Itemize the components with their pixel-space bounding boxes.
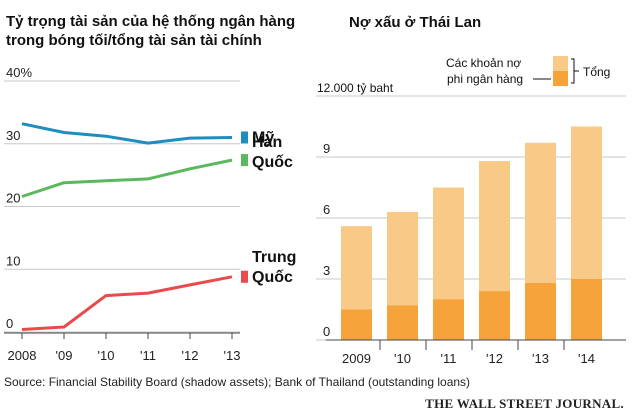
- right-chart-title: Nợ xấu ở Thái Lan: [349, 14, 482, 31]
- left-x-tick-label: '09: [56, 348, 73, 363]
- left-y-tick-label: 30: [6, 128, 20, 143]
- left-x-tick-label: '13: [224, 348, 241, 363]
- series-line: [21, 122, 233, 145]
- right-unit-label: 12.000 tỷ baht: [317, 81, 394, 95]
- series-label: Hàn: [252, 134, 282, 151]
- bar-nonbank-loans: [525, 283, 556, 340]
- left-x-tick-label: 2008: [8, 348, 37, 363]
- chart-canvas: 010203040%2008'09'10'11'12'13MỹHànQuốcTr…: [4, 56, 626, 366]
- right-x-tick-label: 2009: [342, 351, 371, 366]
- series-marker: [241, 154, 248, 167]
- series-label: Quốc: [252, 269, 293, 286]
- source-note: Source: Financial Stability Board (shado…: [4, 375, 471, 389]
- left-y-tick-label: 0: [6, 316, 13, 331]
- left-y-tick-label: 20: [6, 191, 20, 206]
- legend-swatch-total: [553, 56, 568, 71]
- right-x-tick-label: '12: [486, 351, 503, 366]
- bar-nonbank-loans: [387, 305, 418, 340]
- series-marker: [241, 270, 248, 283]
- series-line: [21, 275, 233, 331]
- right-y-tick-label: 6: [323, 202, 330, 217]
- left-y-tick-label: 40%: [6, 65, 32, 80]
- right-y-tick-label: 9: [323, 141, 330, 156]
- bar-nonbank-loans: [433, 299, 464, 340]
- right-x-tick-label: '10: [394, 351, 411, 366]
- series-marker: [241, 131, 248, 144]
- bar-nonbank-loans: [571, 279, 602, 340]
- left-x-tick-label: '12: [182, 348, 199, 363]
- bar-nonbank-loans: [341, 309, 372, 340]
- legend-label-nonbank: phi ngân hàng: [447, 72, 523, 86]
- right-x-tick-label: '11: [441, 351, 457, 366]
- series-line: [21, 158, 233, 198]
- legend-label-total: Tổng: [583, 65, 610, 79]
- stacked-bar-chart-thailand-npl: 0 3 6 9 12.000 tỷ baht 2009 '10 '11 '12 '13 '14 Tổn…: [316, 56, 626, 366]
- series-label: Quốc: [252, 154, 293, 171]
- series-label: Mỹ: [252, 129, 274, 146]
- right-y-tick-label: 0: [323, 324, 330, 339]
- series-label: Trung: [252, 249, 296, 266]
- legend-bracket: [571, 58, 579, 84]
- publisher-credit: THE WALL STREET JOURNAL.: [425, 396, 624, 411]
- left-chart-title: Tỷ trọng tài sản của hệ thống ngân hàng …: [6, 13, 296, 49]
- right-x-tick-label: '13: [532, 351, 549, 366]
- right-y-tick-label: 3: [323, 263, 330, 278]
- right-x-tick-label: '14: [578, 351, 595, 366]
- legend-label-nonbank: Các khoản nợ: [446, 56, 521, 70]
- left-y-tick-label: 10: [6, 253, 20, 268]
- bar-nonbank-loans: [479, 291, 510, 340]
- legend-swatch-nonbank: [553, 71, 568, 86]
- left-x-tick-label: '11: [140, 348, 156, 363]
- left-x-tick-label: '10: [98, 348, 115, 363]
